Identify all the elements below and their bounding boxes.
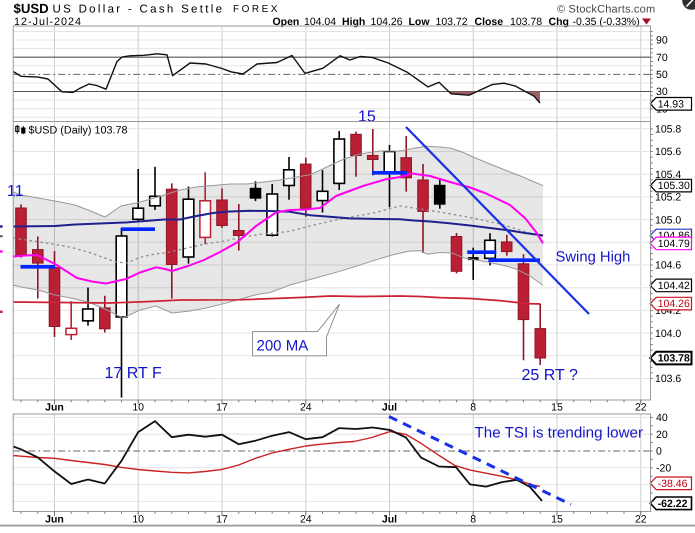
- svg-text:90: 90: [656, 35, 668, 47]
- svg-text:22: 22: [635, 402, 647, 414]
- svg-text:-38.46: -38.46: [658, 478, 688, 490]
- svg-text:105.8: 105.8: [655, 124, 681, 136]
- svg-text:104.42: 104.42: [658, 280, 690, 292]
- svg-text:103.78: 103.78: [658, 353, 690, 365]
- svg-text:105.0: 105.0: [655, 214, 681, 226]
- svg-text:22: 22: [635, 514, 647, 526]
- svg-text:Swing High: Swing High: [556, 250, 631, 266]
- svg-text:Jun: Jun: [45, 402, 64, 414]
- svg-text:70: 70: [656, 52, 668, 64]
- svg-text:FOREX: FOREX: [233, 4, 280, 15]
- svg-text:US Dollar - Cash Settle: US Dollar - Cash Settle: [53, 4, 225, 16]
- svg-text:104.04: 104.04: [304, 16, 336, 28]
- svg-text:104.0: 104.0: [655, 328, 681, 340]
- svg-text:103.78: 103.78: [510, 16, 542, 28]
- svg-text:Jun: Jun: [45, 514, 64, 526]
- svg-text:25 RT ?: 25 RT ?: [522, 367, 578, 384]
- svg-text:103.6: 103.6: [655, 373, 681, 385]
- svg-text:14.93: 14.93: [658, 98, 684, 110]
- svg-text:-20: -20: [656, 463, 671, 475]
- svg-text:10: 10: [132, 402, 144, 414]
- svg-text:104.79: 104.79: [658, 238, 690, 250]
- svg-text:200 MA: 200 MA: [257, 337, 309, 354]
- svg-text:The TSI is trending lower: The TSI is trending lower: [475, 424, 644, 441]
- svg-text:© StockCharts.com: © StockCharts.com: [557, 4, 655, 16]
- svg-text:-0.35 (-0.33%): -0.35 (-0.33%): [573, 16, 640, 28]
- svg-text:20: 20: [656, 429, 668, 441]
- svg-text:15: 15: [551, 514, 563, 526]
- svg-text:105.4: 105.4: [655, 169, 681, 181]
- svg-text:105.30: 105.30: [658, 180, 690, 192]
- svg-text:Jul: Jul: [382, 514, 397, 526]
- svg-text:Jul: Jul: [382, 402, 397, 414]
- svg-text:104.26: 104.26: [371, 16, 403, 28]
- svg-text:24: 24: [300, 402, 312, 414]
- svg-text:104.26: 104.26: [658, 298, 690, 310]
- svg-text:-62.22: -62.22: [658, 498, 688, 510]
- svg-text:105.2: 105.2: [655, 192, 681, 204]
- svg-text:40: 40: [656, 412, 668, 424]
- svg-text:11: 11: [7, 183, 24, 200]
- svg-text:Close: Close: [475, 16, 504, 28]
- svg-text:$USD: $USD: [14, 1, 49, 16]
- svg-text:15: 15: [358, 108, 376, 125]
- svg-text:8: 8: [470, 514, 476, 526]
- svg-text:103.72: 103.72: [436, 16, 468, 28]
- svg-text:Open: Open: [273, 16, 300, 28]
- svg-text:105.6: 105.6: [655, 146, 681, 158]
- svg-text:10: 10: [132, 514, 144, 526]
- svg-text:$USD (Daily) 103.78: $USD (Daily) 103.78: [29, 125, 128, 137]
- svg-text:17 RT F: 17 RT F: [105, 365, 162, 382]
- svg-text:12-Jul-2024: 12-Jul-2024: [14, 16, 82, 28]
- svg-text:24: 24: [300, 514, 312, 526]
- svg-text:8: 8: [470, 402, 476, 414]
- svg-text:0: 0: [656, 446, 662, 458]
- svg-text:30: 30: [656, 86, 668, 98]
- svg-text:17: 17: [216, 402, 228, 414]
- svg-text:50: 50: [656, 69, 668, 81]
- svg-text:High: High: [342, 16, 365, 28]
- svg-text:15: 15: [551, 402, 563, 414]
- svg-text:Low: Low: [409, 16, 431, 28]
- svg-text:17: 17: [216, 514, 228, 526]
- svg-text:Chg: Chg: [549, 16, 569, 28]
- svg-text:104.6: 104.6: [655, 260, 681, 272]
